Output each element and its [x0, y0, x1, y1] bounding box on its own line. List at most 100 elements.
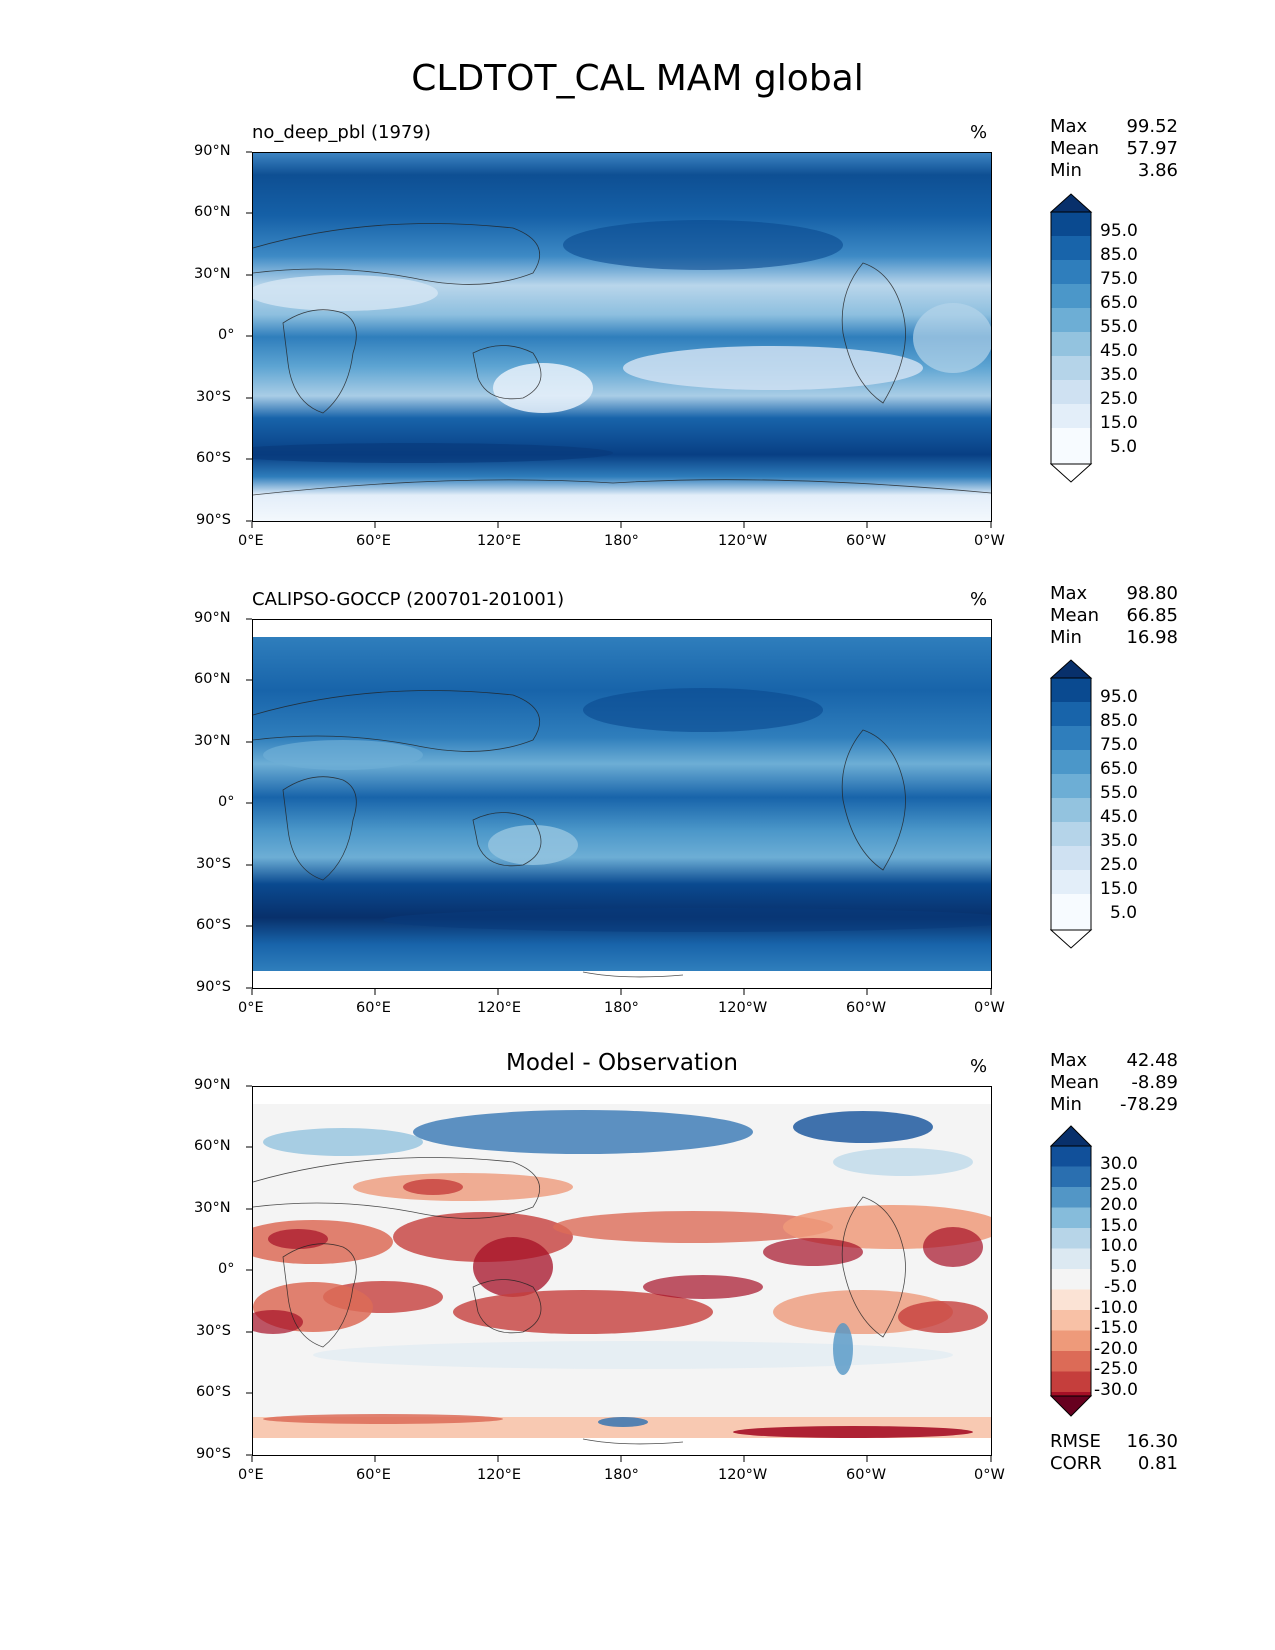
lon-tick: 180° — [604, 1467, 639, 1483]
colorbar-label: 85.0 — [1100, 711, 1138, 731]
colorbar-label: 30.0 — [1100, 1154, 1138, 1174]
panel-2-units: % — [970, 589, 988, 610]
panel-2-map-field — [253, 620, 991, 988]
colorbar-extend-min — [1050, 1395, 1093, 1417]
lon-tick: 120°E — [477, 1467, 522, 1483]
lon-tick: 120°E — [477, 533, 522, 549]
stat-value: 42.48 — [1126, 1050, 1178, 1071]
lon-tick: 0°E — [238, 1000, 264, 1016]
stat-label: Max — [1050, 583, 1088, 604]
stat-value: 98.80 — [1126, 583, 1178, 604]
lat-tick: 60°N — [194, 671, 231, 687]
panel-1-stats: Max 99.52 Mean 57.97 Min 3.86 — [1050, 116, 1178, 182]
colorbar-label: 95.0 — [1100, 687, 1138, 707]
colorbar-extend-min — [1050, 929, 1093, 949]
lat-tick: 60°S — [196, 1384, 231, 1400]
colorbar-label: -10.0 — [1094, 1298, 1138, 1318]
colorbar-label: 65.0 — [1100, 293, 1138, 313]
stat-value: -8.89 — [1131, 1072, 1178, 1093]
lon-tick: 0°W — [974, 533, 1005, 549]
lat-tick: 60°N — [194, 1138, 231, 1154]
colorbar-label: 35.0 — [1100, 365, 1138, 385]
panel-2-map — [252, 619, 992, 989]
colorbar-label: -30.0 — [1094, 1380, 1138, 1400]
stat-label: Mean — [1050, 1072, 1100, 1093]
stat-label: Min — [1050, 160, 1082, 181]
panel-2-stats: Max 98.80 Mean 66.85 Min 16.98 — [1050, 583, 1178, 649]
stat-label: Mean — [1050, 138, 1100, 159]
colorbar-label: 5.0 — [1110, 437, 1138, 457]
panel-3-units: % — [970, 1056, 988, 1077]
lon-tick: 120°E — [477, 1000, 522, 1016]
lat-tick: 60°S — [196, 450, 231, 466]
colorbar-label: 5.0 — [1110, 1257, 1138, 1277]
metric-value: 16.30 — [1126, 1431, 1178, 1452]
panel-1-colorbar — [1050, 193, 1093, 483]
lat-tick: 30°N — [194, 266, 231, 282]
lat-tick: 60°N — [194, 204, 231, 220]
lon-tick: 180° — [604, 1000, 639, 1016]
colorbar-label: -25.0 — [1094, 1359, 1138, 1379]
lat-tick: 90°S — [196, 512, 231, 528]
colorbar-extend-max — [1050, 1125, 1093, 1147]
colorbar-label: 25.0 — [1100, 855, 1138, 875]
panel-3-colorbar — [1050, 1125, 1093, 1417]
lon-tick: 0°W — [974, 1000, 1005, 1016]
colorbar-extend-max — [1050, 659, 1093, 679]
colorbar-label: 75.0 — [1100, 269, 1138, 289]
colorbar-label: 20.0 — [1100, 1195, 1138, 1215]
lon-tick: 120°W — [718, 533, 768, 549]
colorbar-label: 35.0 — [1100, 831, 1138, 851]
lon-tick: 60°W — [846, 1000, 887, 1016]
lon-tick: 60°W — [846, 1467, 887, 1483]
lat-tick: 0° — [218, 1261, 235, 1277]
lon-tick: 0°E — [238, 533, 264, 549]
lat-tick: 30°S — [196, 389, 231, 405]
panel-1-map-field — [253, 153, 991, 521]
colorbar-label: 25.0 — [1100, 1175, 1138, 1195]
lat-tick: 60°S — [196, 917, 231, 933]
colorbar-label: 10.0 — [1100, 1236, 1138, 1256]
colorbar-extend-max — [1050, 193, 1093, 213]
colorbar-label: 25.0 — [1100, 389, 1138, 409]
lat-tick: 90°N — [194, 1077, 231, 1093]
stat-value: 99.52 — [1126, 116, 1178, 137]
colorbar-label: 15.0 — [1100, 413, 1138, 433]
panel-3-title: Model - Observation — [505, 1050, 739, 1076]
stat-value: 57.97 — [1126, 138, 1178, 159]
lon-tick: 0°E — [238, 1467, 264, 1483]
stat-label: Max — [1050, 116, 1088, 137]
colorbar-label: 75.0 — [1100, 735, 1138, 755]
lon-tick: 60°E — [356, 533, 391, 549]
colorbar-label: 65.0 — [1100, 759, 1138, 779]
panel-1-units: % — [970, 122, 988, 143]
colorbar-label: 55.0 — [1100, 317, 1138, 337]
metric-label: RMSE — [1050, 1431, 1101, 1452]
stat-label: Min — [1050, 627, 1082, 648]
colorbar-label: 95.0 — [1100, 221, 1138, 241]
lat-tick: 30°N — [194, 733, 231, 749]
lat-tick: 90°S — [196, 1446, 231, 1462]
stat-value: -78.29 — [1119, 1094, 1178, 1115]
colorbar-label: -20.0 — [1094, 1339, 1138, 1359]
stat-label: Mean — [1050, 605, 1100, 626]
panel-3-map-field — [253, 1087, 991, 1455]
colorbar-label: 55.0 — [1100, 783, 1138, 803]
colorbar-label: 45.0 — [1100, 341, 1138, 361]
stat-value: 3.86 — [1137, 160, 1178, 181]
stat-label: Min — [1050, 1094, 1082, 1115]
colorbar-label: 15.0 — [1100, 879, 1138, 899]
tick-marks — [246, 151, 992, 1462]
lon-tick: 0°W — [974, 1467, 1005, 1483]
figure-title: CLDTOT_CAL MAM global — [411, 58, 864, 99]
panel-2-colorbar — [1050, 659, 1093, 949]
lat-tick: 30°S — [196, 856, 231, 872]
metric-label: CORR — [1050, 1453, 1102, 1474]
colorbar-label: -5.0 — [1104, 1277, 1138, 1297]
colorbar-label: 85.0 — [1100, 245, 1138, 265]
lat-tick: 30°S — [196, 1323, 231, 1339]
lat-tick: 0° — [218, 794, 235, 810]
colorbar-extend-min — [1050, 463, 1093, 483]
metric-value: 0.81 — [1137, 1453, 1178, 1474]
colorbar-label: 5.0 — [1110, 903, 1138, 923]
